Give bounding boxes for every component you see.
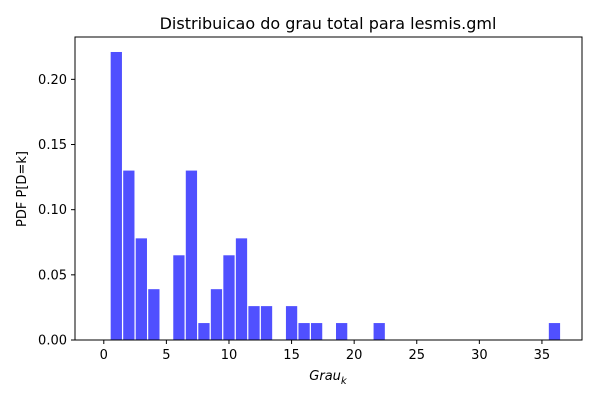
plot-frame [74,36,583,341]
x-tick-label: 5 [162,348,170,363]
x-axis-label: Grauk [309,369,348,387]
bar-degree-7 [185,170,198,340]
bar-degree-16 [298,323,310,340]
bar-degree-9 [210,289,223,340]
x-axis-label-main: Grau [309,369,341,384]
bar-degree-8 [198,323,210,340]
bar-degree-19 [336,323,348,340]
y-tick-label: 0.10 [38,203,67,218]
bar-degree-11 [235,238,248,340]
bar-degree-36 [548,323,561,340]
x-axis-ticks: 0 5 10 15 20 25 30 35 [100,340,551,363]
x-axis-label-subscript: k [341,376,348,387]
y-axis-label: PDF P[D=k] [15,151,30,227]
bar-degree-13 [260,306,273,340]
bar-degree-12 [248,306,260,340]
bars [110,51,561,341]
x-tick-label: 10 [221,348,238,363]
y-axis-ticks: 0.00 0.05 0.10 0.15 0.20 [38,73,75,349]
y-tick-label: 0.20 [38,73,67,88]
bar-degree-2 [123,170,135,340]
x-tick-label: 35 [534,348,551,363]
bar-degree-6 [173,255,185,340]
bar-degree-15 [285,306,298,340]
y-tick-label: 0.15 [38,138,67,153]
x-tick-label: 25 [408,348,425,363]
x-tick-label: 15 [283,348,300,363]
bar-degree-1 [110,51,122,341]
bar-degree-17 [310,323,323,340]
chart-title: Distribuicao do grau total para lesmis.g… [160,14,497,33]
x-tick-label: 20 [346,348,363,363]
y-tick-label: 0.00 [38,334,67,349]
x-tick-label: 30 [471,348,488,363]
bar-degree-22 [373,323,385,340]
y-tick-label: 0.05 [38,268,67,283]
x-tick-label: 0 [100,348,108,363]
bar-degree-4 [148,289,160,340]
bar-degree-3 [135,238,147,340]
bar-degree-10 [223,255,235,340]
